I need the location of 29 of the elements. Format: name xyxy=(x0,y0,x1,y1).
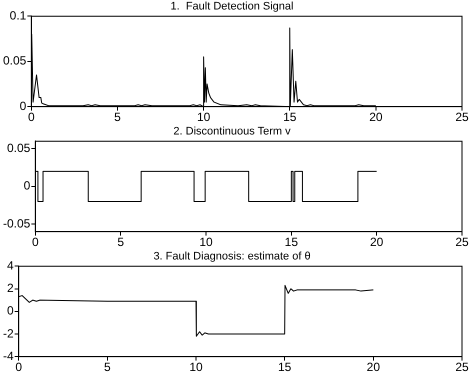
x-tick-label: 5 xyxy=(117,235,124,250)
x-tick-label: 15 xyxy=(284,235,298,250)
y-tick-label: -2 xyxy=(3,326,14,340)
y-tick-label: 0 xyxy=(6,304,14,318)
x-tick-label: 25 xyxy=(455,360,469,374)
x-tick-label: 5 xyxy=(114,110,122,124)
x-tick-label: 20 xyxy=(369,110,383,124)
y-tick-label: 0.05 xyxy=(6,141,31,156)
y-tick-label: 0 xyxy=(24,178,31,193)
x-tick-label: 10 xyxy=(199,235,214,250)
y-tick-label: 0 xyxy=(20,98,27,113)
x-tick-label: 25 xyxy=(455,110,469,124)
y-tick-label: 4 xyxy=(6,258,14,273)
x-tick-label: 20 xyxy=(366,360,380,374)
x-tick-label: 15 xyxy=(278,360,292,374)
x-tick-label: 10 xyxy=(196,110,211,124)
y-tick-label: 0.1 xyxy=(10,8,27,23)
y-tick-label: 2 xyxy=(6,281,14,296)
x-tick-label: 10 xyxy=(189,360,203,374)
chart-title: 2. Discontinuous Term v xyxy=(173,126,292,138)
x-tick-label: 20 xyxy=(370,235,384,250)
x-tick-label: 5 xyxy=(104,360,111,374)
chart-title: 1. Fault Detection Signal xyxy=(170,0,294,13)
y-tick-label: 0.05 xyxy=(2,54,27,68)
y-tick-label: -0.05 xyxy=(2,216,31,230)
chart-title: 3. Fault Diagnosis: estimate of θ xyxy=(153,250,311,263)
x-tick-label: 15 xyxy=(283,110,297,124)
x-tick-label: 25 xyxy=(455,235,469,250)
y-tick-label: -4 xyxy=(3,348,14,363)
